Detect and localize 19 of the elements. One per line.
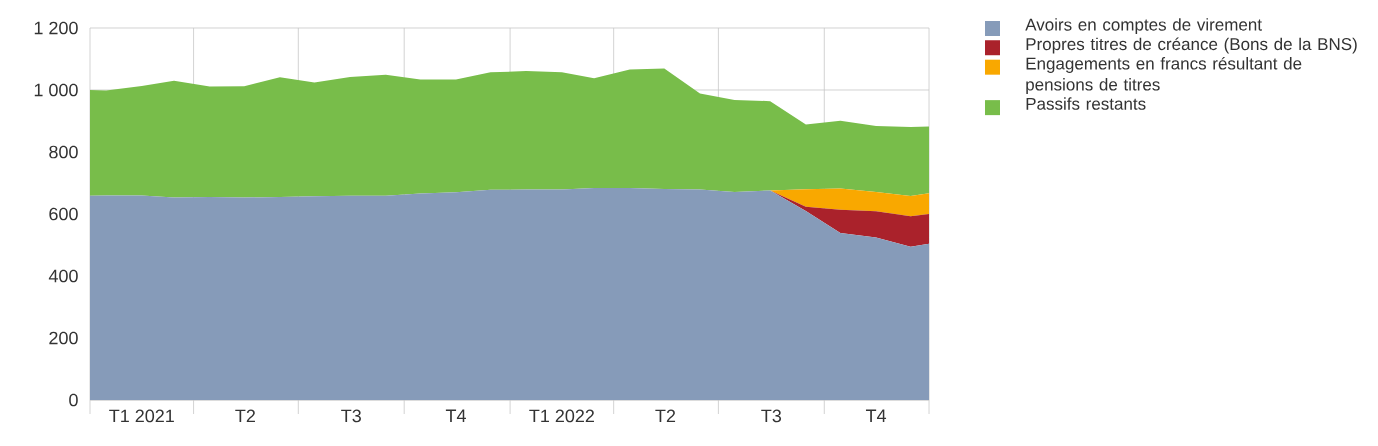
x-tick-label: T3	[761, 409, 782, 423]
y-tick-label: 0	[69, 393, 78, 407]
y-tick-label: 400	[48, 269, 78, 283]
y-tick-label: 800	[49, 145, 78, 159]
x-tick-label: T2	[655, 409, 676, 423]
x-tick-label: T1 2021	[109, 409, 174, 423]
x-tick-label: T4	[865, 409, 887, 422]
x-tick-label: T4	[445, 409, 466, 422]
legend-label: Engagements en francs résultant de pensions de titres	[1026, 56, 1302, 94]
y-tick-label: 200	[49, 331, 78, 345]
x-tick-label: T2	[235, 409, 255, 423]
y-tick-label: 600	[49, 207, 78, 221]
legend-label: Propres titres de créance (Bons de la BNS)	[1026, 37, 1357, 54]
y-tick-label: 1 000	[34, 83, 78, 97]
x-tick-label: T1 2022	[529, 409, 594, 423]
x-tick-label: T3	[341, 409, 361, 423]
y-tick-label: 1 200	[34, 21, 78, 35]
legend-label: Avoirs en comptes de virement	[1025, 18, 1262, 35]
legend-label: Passifs restants	[1026, 97, 1146, 110]
